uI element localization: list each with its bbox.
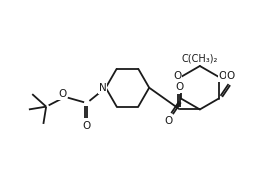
Text: O: O	[218, 71, 227, 81]
Text: O: O	[58, 89, 66, 99]
Text: N: N	[99, 83, 106, 93]
Text: C(CH₃)₂: C(CH₃)₂	[182, 53, 218, 63]
Text: O: O	[173, 71, 181, 81]
Text: O: O	[83, 121, 91, 131]
Text: O: O	[176, 82, 184, 92]
Text: O: O	[165, 116, 173, 126]
Text: O: O	[227, 71, 235, 81]
